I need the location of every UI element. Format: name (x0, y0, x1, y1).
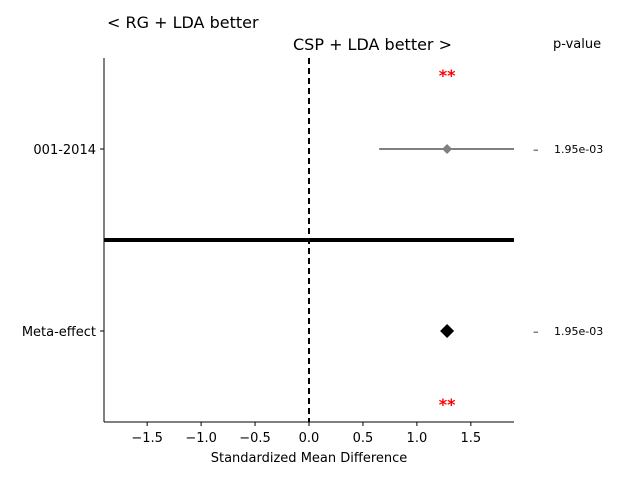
effect-marker (442, 144, 453, 154)
x-tick-label: −0.5 (239, 431, 271, 446)
row-label: Meta-effect (22, 325, 96, 340)
left-favor-label: < RG + LDA better (107, 13, 259, 32)
x-tick-label: 1.0 (407, 431, 428, 446)
row-label: 001-2014 (33, 143, 96, 158)
row-dash: – (533, 325, 539, 338)
x-axis-label: Standardized Mean Difference (211, 451, 408, 466)
significance-marker: ** (439, 395, 456, 414)
right-favor-label: CSP + LDA better > (293, 35, 452, 54)
x-tick-label: 1.5 (460, 431, 481, 446)
pvalue-header: p-value (553, 37, 602, 52)
x-tick-label: 0.0 (299, 431, 320, 446)
row-dash: – (533, 143, 539, 156)
x-tick-label: −1.0 (185, 431, 217, 446)
x-tick-label: −1.5 (131, 431, 163, 446)
p-value: 1.95e-03 (554, 143, 603, 156)
effect-marker (440, 324, 455, 338)
significance-marker: ** (439, 66, 456, 85)
p-value: 1.95e-03 (554, 325, 603, 338)
x-tick-label: 0.5 (353, 431, 374, 446)
